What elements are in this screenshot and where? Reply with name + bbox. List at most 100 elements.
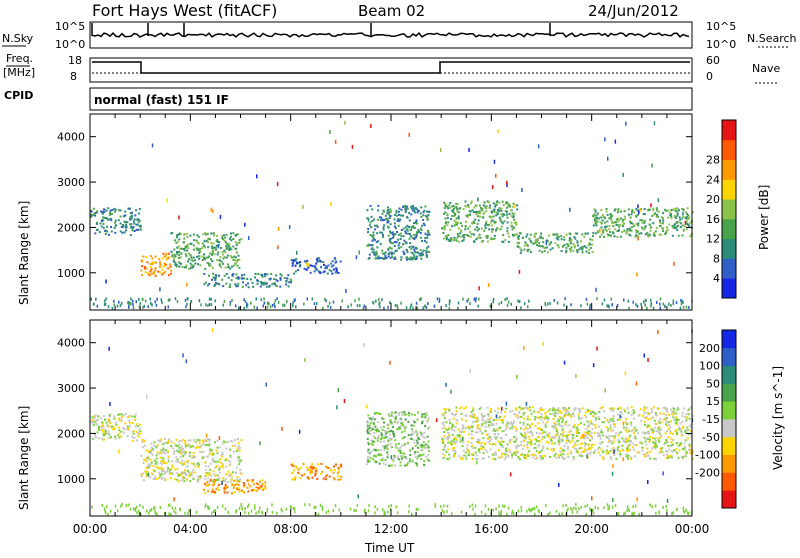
- scatter-cell: [392, 237, 394, 239]
- scatter-cell: [217, 440, 219, 442]
- speckle-cell: [612, 464, 614, 468]
- scatter-cell: [288, 281, 290, 283]
- scatter-cell: [168, 460, 170, 462]
- speckle-cell: [612, 498, 614, 502]
- scatter-cell: [610, 419, 612, 421]
- scatter-cell: [398, 448, 400, 450]
- scatter-cell: [398, 450, 400, 452]
- scatter-cell: [212, 267, 214, 269]
- scatter-cell: [589, 448, 591, 450]
- scatter-cell: [484, 426, 486, 428]
- scatter-cell: [193, 257, 195, 259]
- ground-scatter-cell: [175, 297, 177, 300]
- scatter-cell: [479, 216, 481, 218]
- ground-scatter-cell: [462, 298, 464, 301]
- nave-tick-bottom: 0: [706, 70, 713, 83]
- speckle-cell: [636, 382, 638, 386]
- scatter-cell: [541, 413, 543, 415]
- scatter-cell: [513, 452, 515, 454]
- scatter-cell: [118, 219, 120, 221]
- scatter-cell: [570, 452, 572, 454]
- ground-scatter-cell: [466, 300, 468, 303]
- speckle-cell: [650, 203, 652, 207]
- scatter-cell: [97, 229, 99, 231]
- scatter-cell: [218, 469, 220, 471]
- scatter-cell: [652, 429, 654, 431]
- scatter-cell: [382, 219, 384, 221]
- scatter-cell: [227, 481, 229, 483]
- scatter-cell: [128, 416, 130, 418]
- scatter-cell: [501, 441, 503, 443]
- scatter-cell: [409, 450, 411, 452]
- ground-scatter-cell: [578, 507, 580, 510]
- speckle-cell: [564, 361, 566, 365]
- ground-scatter-cell: [292, 304, 294, 307]
- scatter-cell: [251, 489, 253, 491]
- scatter-cell: [234, 444, 236, 446]
- scatter-cell: [441, 438, 443, 440]
- scatter-cell: [368, 449, 370, 451]
- scatter-cell: [541, 432, 543, 434]
- scatter-cell: [185, 446, 187, 448]
- scatter-cell: [179, 248, 181, 250]
- scatter-cell: [404, 465, 406, 467]
- scatter-cell: [518, 406, 520, 408]
- scatter-cell: [509, 427, 511, 429]
- scatter-cell: [676, 229, 678, 231]
- scatter-cell: [558, 435, 560, 437]
- scatter-cell: [231, 257, 233, 259]
- scatter-cell: [444, 218, 446, 220]
- scatter-cell: [388, 256, 390, 258]
- scatter-cell: [415, 431, 417, 433]
- scatter-cell: [610, 427, 612, 429]
- scatter-cell: [420, 458, 422, 460]
- scatter-cell: [141, 455, 143, 457]
- scatter-cell: [235, 248, 237, 250]
- scatter-cell: [443, 415, 445, 417]
- scatter-cell: [163, 470, 165, 472]
- scatter-cell: [522, 448, 524, 450]
- scatter-cell: [99, 231, 101, 233]
- scatter-cell: [571, 440, 573, 442]
- ground-scatter-cell: [242, 508, 244, 511]
- scatter-cell: [491, 225, 493, 227]
- ground-scatter-cell: [117, 509, 119, 512]
- scatter-cell: [637, 224, 639, 226]
- scatter-cell: [334, 469, 336, 471]
- scatter-cell: [546, 434, 548, 436]
- scatter-cell: [612, 232, 614, 234]
- scatter-cell: [382, 253, 384, 255]
- scatter-cell: [495, 230, 497, 232]
- ground-scatter-cell: [326, 511, 328, 514]
- scatter-cell: [422, 214, 424, 216]
- scatter-cell: [308, 469, 310, 471]
- scatter-cell: [100, 223, 102, 225]
- ground-scatter-cell: [185, 305, 187, 308]
- scatter-cell: [660, 435, 662, 437]
- scatter-cell: [259, 481, 261, 483]
- scatter-cell: [387, 427, 389, 429]
- scatter-cell: [159, 266, 161, 268]
- scatter-cell: [90, 214, 92, 216]
- scatter-cell: [500, 437, 502, 439]
- scatter-cell: [539, 409, 541, 411]
- speckle-cell: [575, 374, 577, 378]
- scatter-cell: [447, 234, 449, 236]
- scatter-cell: [492, 458, 494, 460]
- scatter-cell: [100, 417, 102, 419]
- ground-scatter-cell: [397, 304, 399, 307]
- scatter-cell: [527, 442, 529, 444]
- scatter-cell: [503, 214, 505, 216]
- ground-scatter-cell: [488, 508, 490, 511]
- scatter-cell: [469, 231, 471, 233]
- scatter-cell: [567, 447, 569, 449]
- ground-scatter-cell: [655, 512, 657, 515]
- scatter-cell: [686, 413, 688, 415]
- scatter-cell: [447, 217, 449, 219]
- scatter-cell: [619, 224, 621, 226]
- scatter-cell: [197, 446, 199, 448]
- scatter-cell: [549, 456, 551, 458]
- scatter-cell: [500, 219, 502, 221]
- ground-scatter-cell: [437, 297, 439, 300]
- scatter-cell: [164, 255, 166, 257]
